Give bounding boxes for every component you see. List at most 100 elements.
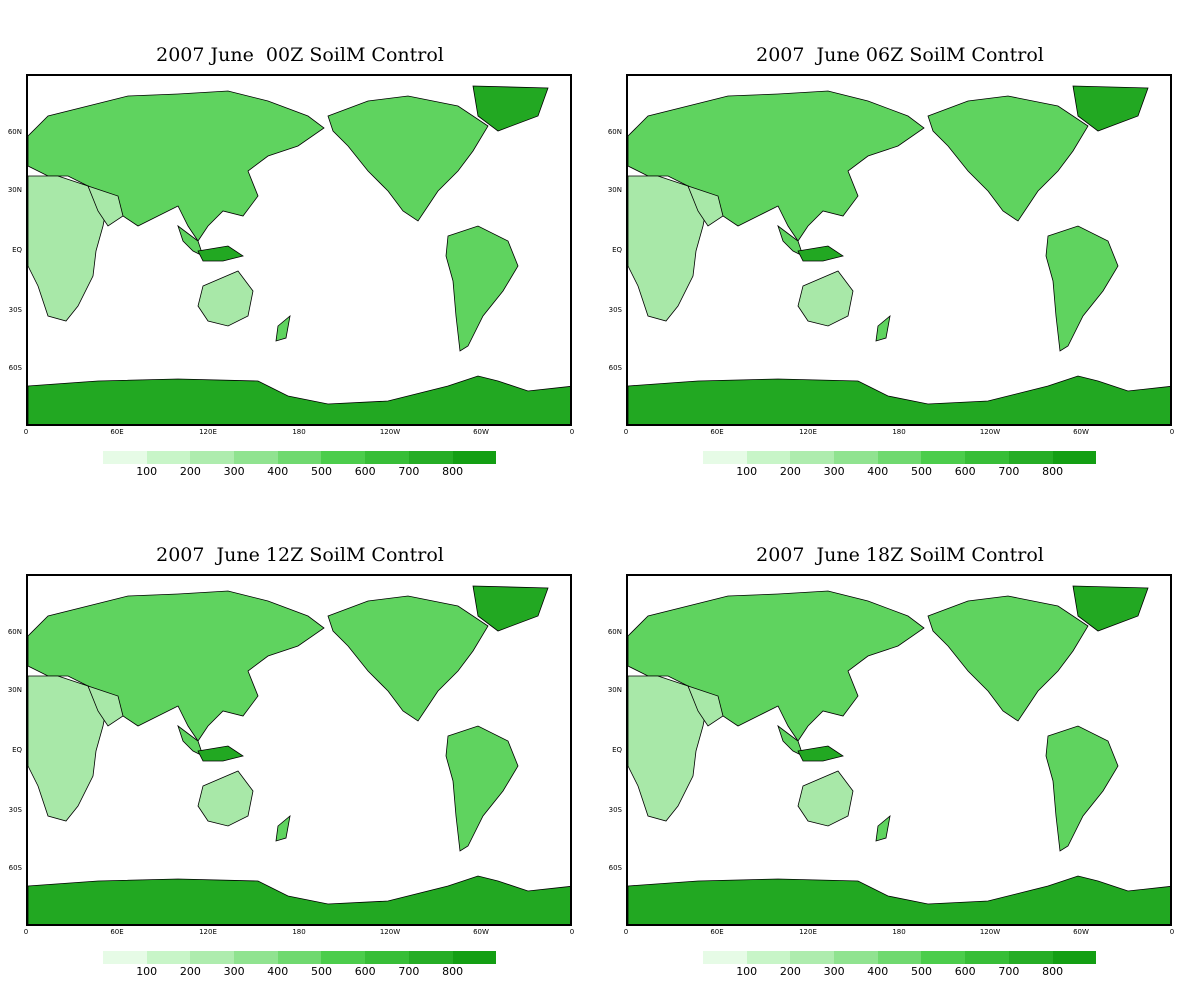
lat-label: 60S	[8, 863, 22, 872]
colorbar-swatch	[277, 451, 322, 464]
arabia-landmass	[87, 185, 124, 227]
colorbar-swatch	[321, 451, 366, 464]
lat-label: EQ	[612, 246, 622, 254]
southeast-asia-landmass	[177, 224, 204, 257]
colorbar-label: 300	[823, 965, 845, 978]
map-frame	[626, 574, 1172, 926]
colorbar-swatch	[321, 951, 366, 964]
south-america-landmass	[445, 725, 519, 852]
colorbar-label: 300	[823, 465, 845, 478]
colorbar-label: 200	[179, 965, 201, 978]
colorbar-label: 700	[398, 465, 420, 478]
colorbar-label: 300	[223, 965, 245, 978]
north-america-landmass	[927, 595, 1089, 722]
soil-moisture-map	[28, 585, 570, 924]
colorbar-label: 500	[911, 465, 932, 478]
colorbar-swatch	[921, 451, 966, 464]
colorbar	[103, 951, 497, 964]
colorbar-label: 200	[779, 465, 801, 478]
lat-label: 30S	[608, 305, 622, 314]
colorbar-swatch	[877, 451, 922, 464]
colorbar-label: 200	[779, 965, 801, 978]
antarctica-landmass	[28, 375, 570, 424]
map-panel: 2007 June 00Z SoilM Control 60N 30N EQ 30S 60…	[0, 0, 600, 500]
new-zealand-landmass	[875, 814, 891, 842]
antarctica-landmass	[28, 875, 570, 924]
colorbar-swatch	[965, 951, 1009, 964]
lon-label: 60W	[473, 928, 489, 936]
colorbar-swatch	[834, 451, 878, 464]
lat-label: 30N	[607, 686, 622, 695]
colorbar-swatch	[452, 451, 497, 464]
new-zealand-landmass	[875, 314, 891, 342]
greenland-landmass	[472, 585, 549, 632]
north-america-landmass	[927, 95, 1089, 222]
lat-label: 60S	[608, 863, 622, 872]
lat-label: 60N	[607, 128, 622, 137]
colorbar-label: 800	[1042, 965, 1064, 978]
colorbar-label: 400	[867, 965, 889, 978]
indonesia-landmass	[797, 245, 844, 262]
colorbar-swatch	[790, 451, 835, 464]
colorbar-swatch	[746, 951, 791, 964]
panel-title: 2007 June 18Z SoilM Control	[756, 544, 1044, 566]
soil-moisture-map	[628, 585, 1170, 924]
southeast-asia-landmass	[777, 224, 804, 257]
indonesia-landmass	[197, 245, 244, 262]
lon-label: 120W	[379, 428, 401, 436]
lon-label: 120E	[199, 928, 217, 936]
lon-label: 120E	[799, 428, 817, 436]
new-zealand-landmass	[275, 814, 291, 842]
lon-label: 180	[292, 928, 306, 936]
lat-label: EQ	[612, 746, 622, 754]
lat-label: 60S	[608, 363, 622, 372]
lat-label: 30N	[607, 186, 622, 195]
south-america-landmass	[1045, 225, 1119, 352]
map-frame	[626, 74, 1172, 426]
lon-label: 60E	[110, 928, 124, 936]
new-zealand-landmass	[275, 314, 291, 342]
colorbar-label: 600	[354, 965, 376, 978]
colorbar-label: 500	[311, 965, 332, 978]
arabia-landmass	[687, 185, 724, 227]
north-america-landmass	[327, 595, 489, 722]
map-frame	[26, 574, 572, 926]
lon-label: 60W	[1073, 428, 1089, 436]
lon-label: 120W	[379, 928, 401, 936]
greenland-landmass	[1072, 85, 1149, 132]
colorbar-swatch	[1008, 951, 1053, 964]
colorbar-swatch	[234, 951, 278, 964]
colorbar-label: 100	[736, 965, 758, 978]
lon-label: 60W	[1073, 928, 1089, 936]
colorbar-swatch	[365, 451, 409, 464]
lon-label: 120E	[199, 428, 217, 436]
lat-label: 30N	[7, 186, 22, 195]
lon-label: 180	[892, 928, 906, 936]
south-america-landmass	[445, 225, 519, 352]
lon-label: 120E	[799, 928, 817, 936]
soil-moisture-map	[628, 85, 1170, 424]
colorbar-label: 100	[736, 465, 758, 478]
colorbar-label: 600	[354, 465, 376, 478]
lat-label: 30S	[8, 305, 22, 314]
colorbar	[103, 451, 497, 464]
indonesia-landmass	[797, 745, 844, 762]
lon-label: 120W	[979, 428, 1001, 436]
australia-landmass	[797, 270, 854, 327]
colorbar-swatch	[1052, 951, 1097, 964]
colorbar-swatch	[234, 451, 278, 464]
lon-label: 60E	[110, 428, 124, 436]
lon-label: 60E	[710, 428, 724, 436]
antarctica-landmass	[628, 875, 1170, 924]
map-panel: 2007 June 06Z SoilM Control 60N 30N EQ 30S 60…	[600, 0, 1200, 500]
map-panel: 2007 June 18Z SoilM Control 60N 30N EQ 30S 60…	[600, 500, 1200, 1000]
arabia-landmass	[87, 685, 124, 727]
colorbar-label: 400	[267, 965, 289, 978]
colorbar-label: 600	[954, 965, 976, 978]
colorbar-swatch	[703, 451, 747, 464]
colorbar-swatch	[834, 951, 878, 964]
colorbar-swatch	[190, 951, 235, 964]
colorbar-label: 400	[267, 465, 289, 478]
lat-label: 30S	[8, 805, 22, 814]
australia-landmass	[197, 770, 254, 827]
